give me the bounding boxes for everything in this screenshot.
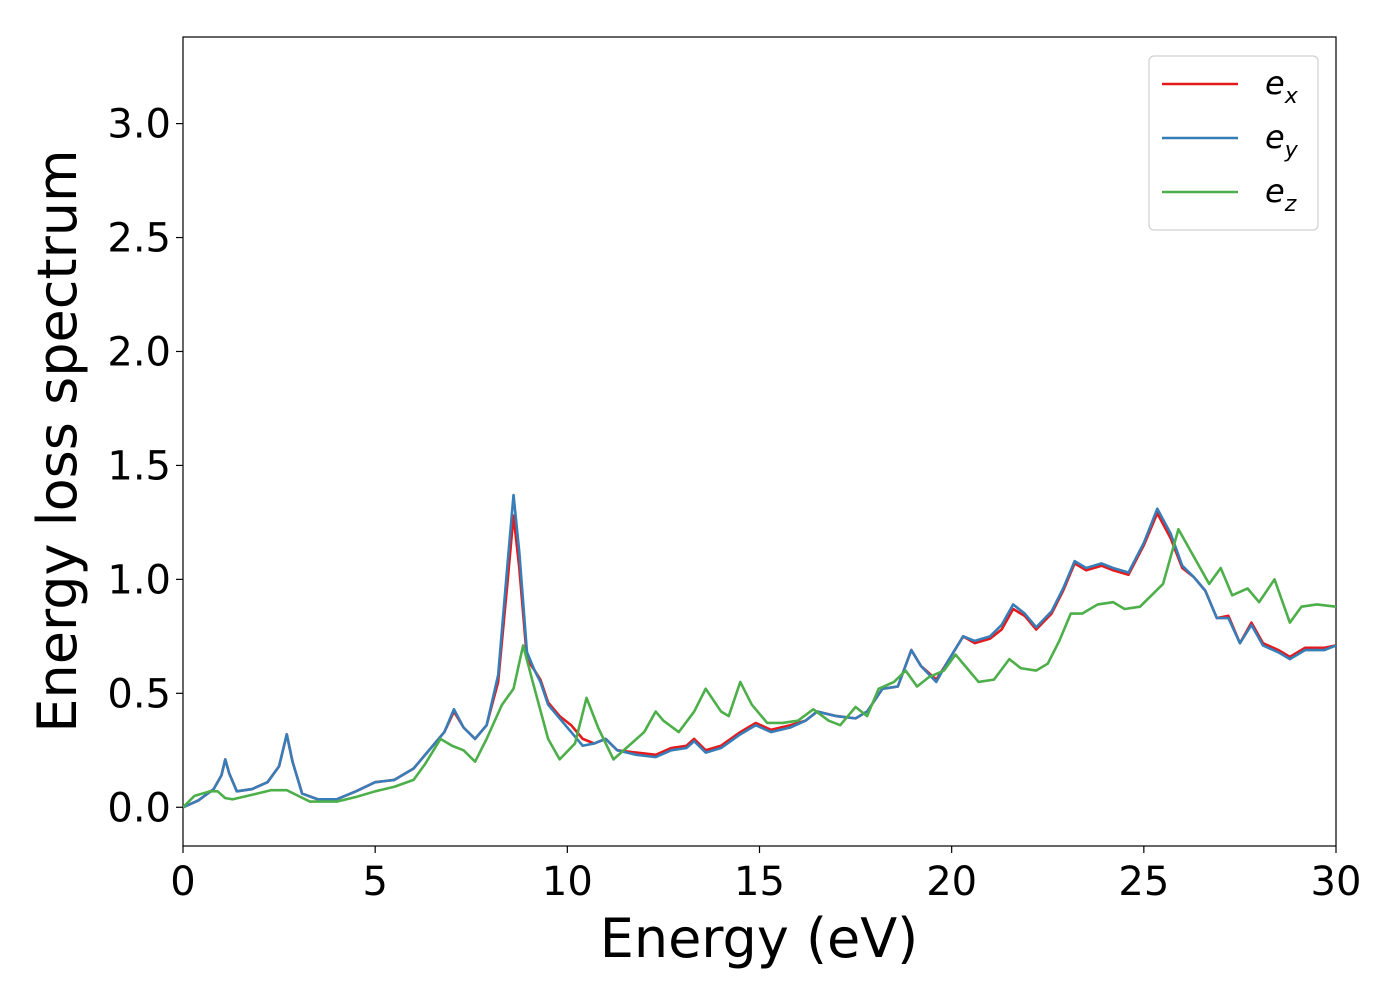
plot-frame	[182, 36, 1337, 847]
x-tick-label: 15	[734, 859, 785, 905]
x-tick-label: 0	[170, 859, 195, 905]
legend-label-ey: ey	[1265, 118, 1299, 163]
y-tick-label: 2.5	[107, 216, 171, 262]
legend-label-subscript: z	[1284, 192, 1297, 217]
x-tick-label: 20	[926, 859, 977, 905]
series-line-ey	[183, 493, 1336, 809]
series-layer	[183, 493, 1336, 809]
legend-box	[1148, 55, 1319, 231]
y-tick-label: 1.5	[107, 443, 171, 489]
x-tick-label: 10	[542, 859, 593, 905]
y-tick-label: 0.0	[107, 785, 171, 831]
y-tick-label: 1.0	[107, 557, 171, 603]
y-tick-label: 0.5	[107, 671, 171, 717]
x-axis-label: Energy (eV)	[600, 907, 919, 970]
y-tick-label: 2.0	[107, 329, 171, 375]
legend-label-subscript: x	[1284, 84, 1299, 109]
legend-label-base: e	[1265, 118, 1285, 156]
x-tick-label: 25	[1118, 859, 1169, 905]
legend-label-ez: ez	[1265, 172, 1297, 217]
legend-label-subscript: y	[1284, 138, 1299, 163]
x-tick-label: 5	[362, 859, 387, 905]
legend-label-base: e	[1265, 64, 1285, 102]
series-line-ez	[183, 527, 1336, 809]
legend-label-base: e	[1265, 172, 1285, 210]
x-axis-ticks: 0 5 10 15 20 25 30	[170, 846, 1361, 905]
legend-label-ex: ex	[1265, 64, 1299, 109]
y-axis-ticks: 0.0 0.5 1.0 1.5 2.0 2.5 3.0	[107, 102, 183, 831]
x-tick-label: 30	[1311, 859, 1362, 905]
y-axis-label: Energy loss spectrum	[26, 149, 89, 732]
y-tick-label: 3.0	[107, 102, 171, 148]
